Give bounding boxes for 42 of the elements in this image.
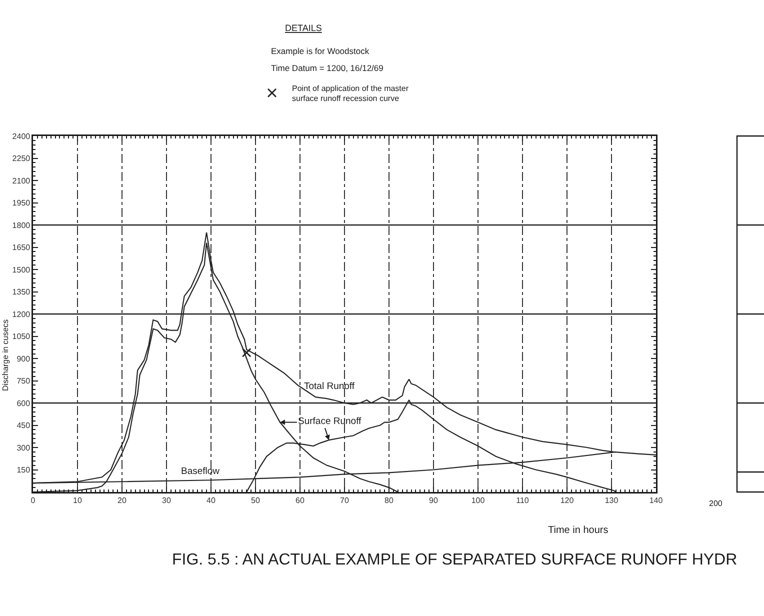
x-tick-label: 90 [429, 496, 438, 505]
x-tick-label: 120 [560, 496, 574, 505]
x-tick-label: 80 [384, 496, 394, 505]
y-tick-label: 300 [16, 443, 31, 452]
x-tick-label: 60 [296, 496, 305, 505]
legend-label: Surface Runoff [298, 416, 362, 427]
text: FIG. 5.5 : AN ACTUAL EXAMPLE OF SEPARATED SURFACE RUNOFF HYDR [172, 552, 738, 569]
y-tick-label: 1200 [12, 310, 31, 319]
text: 200 [709, 499, 723, 508]
x-axis-title: Time in hours [548, 525, 608, 536]
y-tick-label: 2400 [12, 132, 31, 141]
x-tick-label: 10 [73, 496, 82, 505]
y-tick-label: 1050 [12, 332, 31, 342]
x-tick-label: 40 [206, 496, 216, 505]
x-tick-label: 50 [251, 496, 260, 505]
y-tick-label: 150 [16, 466, 31, 475]
x-tick-label: 100 [471, 496, 486, 505]
x-tick-label: 110 [516, 496, 530, 505]
text: Time Datum = 1200, 16/12/69 [271, 63, 384, 73]
y-tick-label: 600 [16, 398, 31, 408]
x-tick-label: 0 [30, 496, 36, 505]
y-tick-label: 900 [16, 354, 31, 364]
y-tick-label: 1950 [12, 198, 31, 208]
series-label: Baseflow [181, 466, 220, 477]
y-tick-label: 450 [16, 421, 31, 430]
x-tick-label: 140 [649, 496, 664, 505]
y-tick-label: 750 [16, 376, 31, 386]
y-tick-label: 1650 [12, 243, 31, 252]
x-tick-label: 30 [162, 496, 172, 505]
x-tick-label: 70 [340, 496, 350, 505]
y-tick-label: 2250 [12, 154, 31, 164]
y-axis-title: Discharge in cusecs [1, 319, 10, 391]
x-tick-label: 130 [604, 496, 619, 505]
y-tick-label: 2100 [12, 176, 31, 186]
x-tick-label: 20 [118, 496, 127, 505]
y-tick-label: 1800 [12, 220, 31, 230]
series-label: Total Runoff [304, 381, 355, 392]
text: DETAILS [285, 23, 322, 33]
legend-label: Point of application of the master surface runoff recession curve [292, 84, 409, 104]
text: Example is for Woodstock [271, 46, 370, 56]
y-tick-label: 1350 [12, 288, 31, 297]
y-tick-label: 1500 [12, 265, 31, 274]
